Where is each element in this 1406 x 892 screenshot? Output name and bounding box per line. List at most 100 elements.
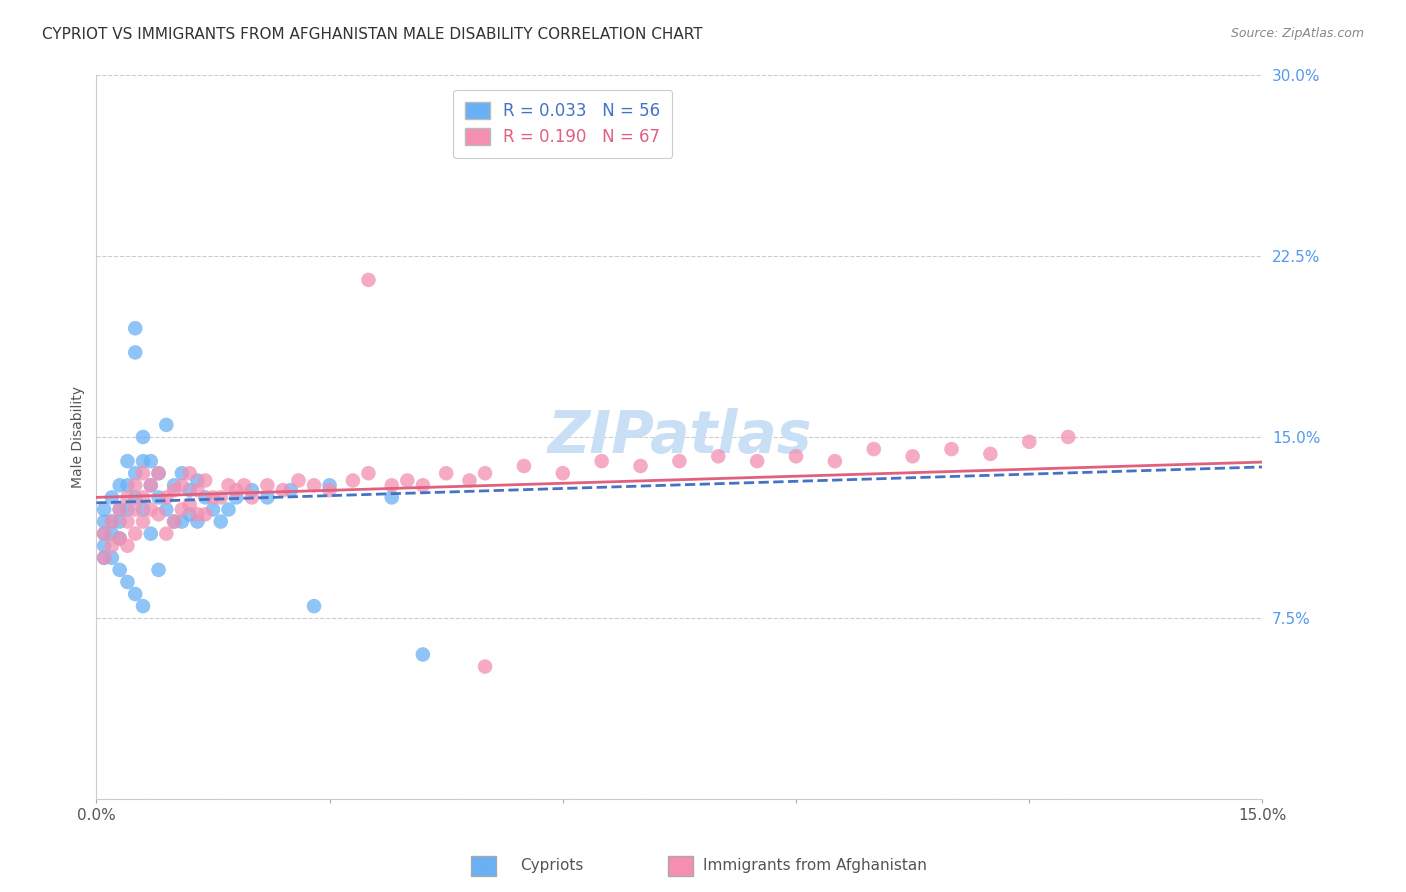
Point — [170, 478, 193, 492]
Point — [668, 454, 690, 468]
Point — [148, 563, 170, 577]
Point — [93, 526, 115, 541]
Text: Cypriots: Cypriots — [520, 858, 583, 872]
Point — [132, 454, 155, 468]
Point — [155, 417, 177, 432]
Point — [218, 502, 240, 516]
Point — [194, 474, 217, 488]
Text: Source: ZipAtlas.com: Source: ZipAtlas.com — [1230, 27, 1364, 40]
Point — [381, 491, 404, 505]
Point — [513, 458, 536, 473]
Point — [225, 483, 247, 497]
Point — [101, 491, 124, 505]
Point — [1018, 434, 1040, 449]
Point — [139, 502, 162, 516]
Point — [117, 454, 139, 468]
Point — [108, 563, 131, 577]
Point — [101, 526, 124, 541]
Point — [155, 526, 177, 541]
Point — [93, 515, 115, 529]
Point — [209, 515, 232, 529]
Point — [108, 515, 131, 529]
Point — [240, 483, 263, 497]
Point — [862, 442, 884, 456]
Point — [240, 491, 263, 505]
Point — [194, 491, 217, 505]
Y-axis label: Male Disability: Male Disability — [72, 386, 86, 488]
Point — [163, 478, 186, 492]
Point — [124, 502, 146, 516]
Point — [148, 467, 170, 481]
Point — [132, 599, 155, 614]
Point — [342, 474, 364, 488]
Point — [93, 550, 115, 565]
Point — [117, 515, 139, 529]
Point — [280, 483, 302, 497]
Point — [186, 483, 208, 497]
Point — [302, 478, 325, 492]
Point — [132, 491, 155, 505]
Text: Immigrants from Afghanistan: Immigrants from Afghanistan — [703, 858, 927, 872]
Point — [209, 491, 232, 505]
Point — [132, 502, 155, 516]
Point — [458, 474, 481, 488]
Point — [824, 454, 846, 468]
Point — [93, 550, 115, 565]
Point — [474, 467, 496, 481]
Point — [941, 442, 963, 456]
Point — [474, 659, 496, 673]
Point — [108, 502, 131, 516]
Point — [747, 454, 769, 468]
Point — [155, 502, 177, 516]
Point — [357, 273, 380, 287]
Point — [101, 515, 124, 529]
Point — [124, 345, 146, 359]
Point — [139, 454, 162, 468]
Point — [170, 502, 193, 516]
Point — [707, 450, 730, 464]
Point — [148, 467, 170, 481]
Point — [124, 467, 146, 481]
Point — [256, 478, 278, 492]
Point — [179, 483, 201, 497]
Point — [434, 467, 457, 481]
Point — [1057, 430, 1080, 444]
Point — [179, 508, 201, 522]
Point — [108, 478, 131, 492]
Point — [218, 478, 240, 492]
Point — [201, 502, 224, 516]
Point — [124, 491, 146, 505]
Point — [170, 467, 193, 481]
Point — [901, 450, 924, 464]
Text: ZIPatlas: ZIPatlas — [547, 409, 811, 466]
Point — [139, 478, 162, 492]
Point — [163, 515, 186, 529]
Point — [108, 532, 131, 546]
Point — [101, 550, 124, 565]
Point — [139, 526, 162, 541]
Point — [155, 491, 177, 505]
Point — [117, 574, 139, 589]
Point — [194, 508, 217, 522]
Point — [186, 515, 208, 529]
Point — [201, 491, 224, 505]
Point — [412, 478, 434, 492]
Point — [132, 515, 155, 529]
Point — [302, 599, 325, 614]
Point — [108, 502, 131, 516]
Point — [117, 539, 139, 553]
Point — [551, 467, 574, 481]
Point — [412, 648, 434, 662]
Point — [381, 478, 404, 492]
Legend: R = 0.033   N = 56, R = 0.190   N = 67: R = 0.033 N = 56, R = 0.190 N = 67 — [453, 90, 672, 158]
Point — [117, 491, 139, 505]
Point — [93, 526, 115, 541]
Point — [179, 467, 201, 481]
Point — [93, 502, 115, 516]
Point — [630, 458, 652, 473]
Point — [396, 474, 419, 488]
Point — [132, 430, 155, 444]
Point — [318, 483, 340, 497]
Point — [124, 526, 146, 541]
Point — [474, 92, 496, 106]
